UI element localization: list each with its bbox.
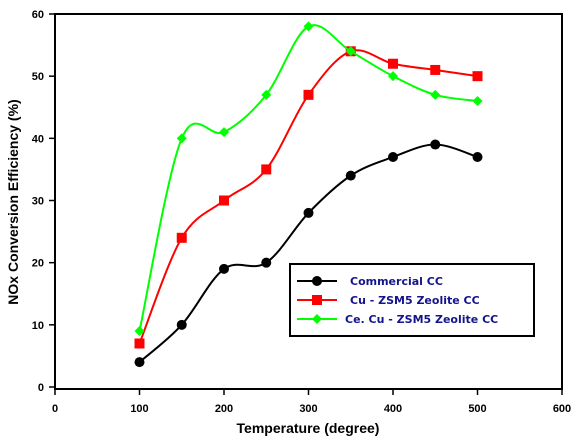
y-tick-label: 0	[38, 382, 44, 394]
data-point	[303, 207, 314, 218]
data-point	[176, 319, 187, 330]
legend-label-ce-cu-zsm5-cc: Ce. Cu - ZSM5 Zeolite CC	[345, 313, 498, 326]
legend-marker-cu-zsm5-cc	[312, 295, 322, 305]
data-point	[388, 58, 398, 69]
data-point	[345, 46, 356, 57]
x-tick-label: 100	[130, 403, 148, 415]
legend-marker-ce-cu-zsm5-cc	[312, 314, 322, 324]
y-tick-label: 40	[32, 133, 44, 145]
data-point	[134, 357, 145, 368]
data-point	[388, 151, 398, 162]
series-line-ce-cu-zsm5-cc	[138, 24, 478, 332]
data-point	[430, 89, 441, 100]
data-point	[134, 338, 145, 349]
series-commercial-cc	[134, 139, 483, 368]
y-tick-label: 50	[32, 71, 44, 83]
y-tick-label: 10	[32, 320, 44, 332]
data-point	[219, 263, 229, 274]
x-tick-label: 600	[553, 403, 571, 415]
data-point	[176, 133, 187, 144]
x-tick-label: 0	[52, 403, 58, 415]
data-point	[430, 139, 441, 150]
x-tick-label: 300	[299, 403, 317, 415]
series-cu-zsm5-cc	[134, 46, 483, 349]
x-axis-label: Temperature (degree)	[237, 420, 380, 436]
data-point	[430, 64, 441, 75]
y-tick-label: 20	[32, 258, 44, 270]
legend: Commercial CC Cu - ZSM5 Zeolite CC Ce. Cu …	[289, 263, 535, 337]
data-point	[303, 89, 314, 100]
data-point	[261, 164, 272, 175]
data-point	[261, 257, 272, 268]
y-axis-label: NOx Conversion Efficiency (%)	[5, 99, 21, 304]
legend-label-commercial-cc: Commercial CC	[350, 275, 443, 288]
data-point	[303, 21, 314, 32]
data-point	[219, 127, 229, 138]
y-tick-label: 30	[32, 196, 44, 208]
data-point	[472, 71, 483, 82]
data-point	[134, 326, 145, 337]
data-point	[472, 151, 483, 162]
data-point	[219, 195, 229, 206]
x-tick-label: 400	[384, 403, 402, 415]
data-point	[345, 170, 356, 181]
data-point	[176, 232, 187, 243]
data-point	[261, 89, 272, 100]
x-tick-label: 500	[468, 403, 486, 415]
y-tick-label: 60	[32, 9, 44, 21]
data-point	[388, 71, 398, 82]
x-tick-label: 200	[215, 403, 233, 415]
data-point	[472, 96, 483, 107]
series-ce-cu-zsm5-cc	[134, 21, 483, 337]
legend-marker-commercial-cc	[312, 276, 322, 286]
legend-label-cu-zsm5-cc: Cu - ZSM5 Zeolite CC	[350, 294, 480, 307]
